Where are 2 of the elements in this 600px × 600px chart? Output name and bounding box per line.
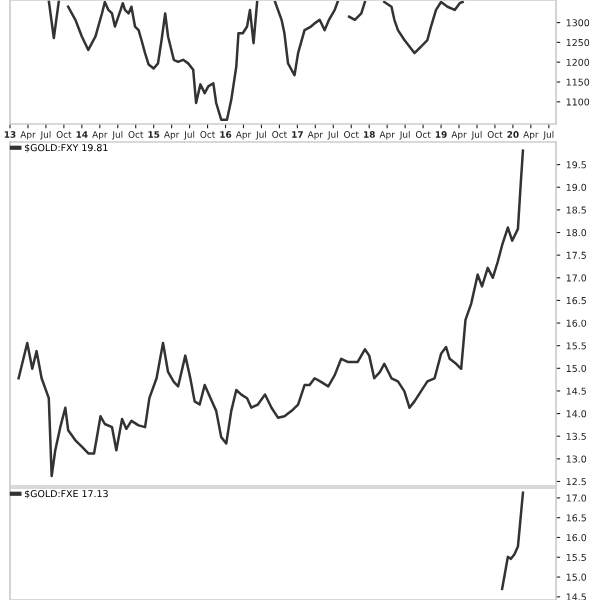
- line-series: [500, 491, 525, 591]
- line-series: [17, 149, 525, 478]
